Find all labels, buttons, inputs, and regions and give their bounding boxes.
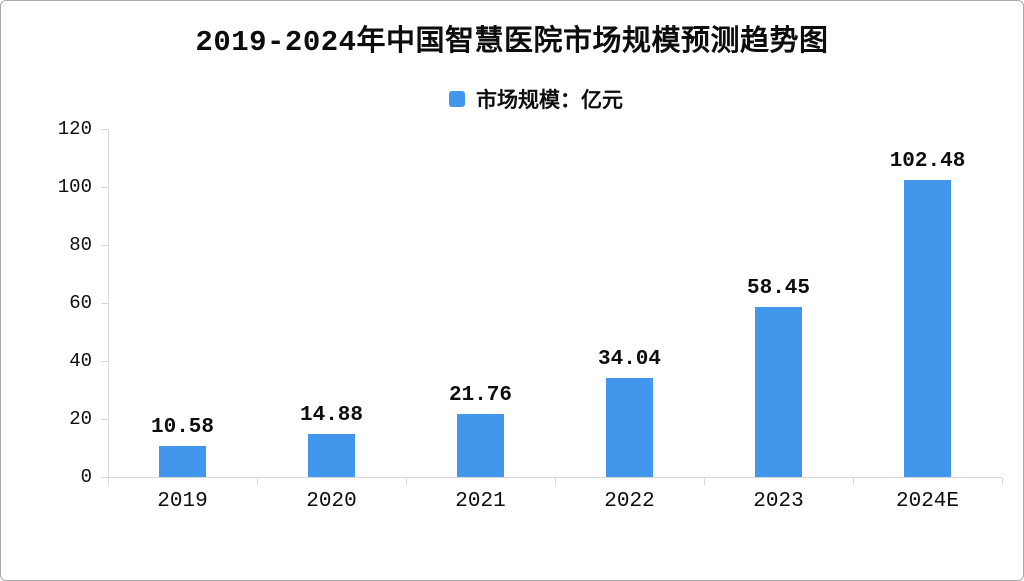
y-tick — [101, 360, 108, 362]
x-axis-label: 2019 — [157, 490, 208, 513]
y-tick-label: 0 — [80, 466, 92, 488]
bar-value-label: 14.88 — [299, 403, 363, 427]
x-axis-label: 2020 — [306, 490, 357, 513]
y-tick — [101, 302, 108, 304]
bar — [755, 307, 802, 477]
y-tick-label: 100 — [57, 176, 92, 198]
x-tick — [704, 478, 705, 485]
bar — [606, 378, 653, 477]
y-tick-label: 80 — [69, 234, 92, 256]
chart-title: 2019-2024年中国智慧医院市场规模预测趋势图 — [195, 26, 829, 59]
y-tick — [101, 186, 108, 188]
x-tick — [853, 478, 854, 485]
bar-value-label: 34.04 — [597, 348, 661, 372]
y-tick-label: 40 — [69, 350, 92, 372]
x-tick — [555, 478, 556, 485]
bar-value-label: 10.58 — [150, 416, 214, 440]
y-tick — [101, 418, 108, 420]
x-tick — [406, 478, 407, 485]
legend-label: 市场规模：亿元 — [476, 89, 623, 112]
y-tick — [101, 128, 108, 130]
x-axis-label: 2023 — [753, 490, 804, 513]
legend-swatch-icon — [449, 91, 465, 107]
x-axis-line — [108, 477, 1002, 478]
x-axis-label: 2022 — [604, 490, 655, 513]
plot-area: 0 20 40 60 80 100 120 10.58 2019 14.88 2020 21.76 20… — [58, 119, 1003, 513]
legend: 市场规模：亿元 — [449, 84, 623, 114]
bar-value-label: 102.48 — [889, 149, 966, 173]
y-tick-label: 20 — [69, 408, 92, 430]
x-tick — [1002, 478, 1003, 485]
y-tick — [101, 244, 108, 246]
bar — [308, 433, 355, 477]
bar — [457, 413, 504, 477]
y-tick-label: 120 — [57, 118, 92, 140]
y-axis-line — [108, 129, 109, 477]
x-axis-label: 2024E — [895, 490, 959, 513]
bar — [159, 446, 206, 477]
x-tick — [108, 478, 109, 485]
x-tick — [257, 478, 258, 485]
y-tick-label: 60 — [69, 292, 92, 314]
bar — [904, 179, 951, 477]
bar-value-label: 58.45 — [746, 277, 810, 301]
x-axis-label: 2021 — [455, 490, 506, 513]
bar-value-label: 21.76 — [448, 383, 512, 407]
y-tick — [101, 476, 108, 478]
